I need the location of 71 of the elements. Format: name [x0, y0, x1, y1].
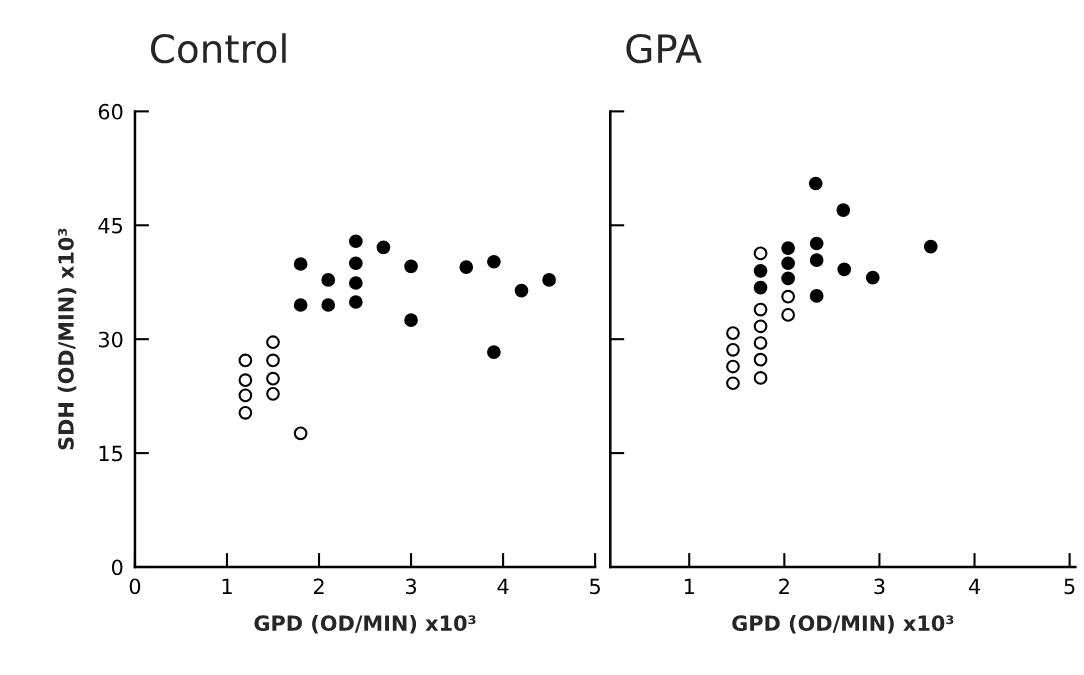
x-tick-label: 1: [684, 578, 694, 594]
y-tick-label: 45: [98, 218, 123, 234]
point: [293, 298, 308, 312]
point: [238, 373, 253, 388]
point: [542, 273, 556, 287]
point: [238, 388, 253, 403]
point: [809, 289, 824, 303]
point: [753, 280, 768, 295]
point: [753, 352, 768, 367]
point: [514, 283, 529, 298]
x-axis-title: GPD (OD/MIN) x10³: [732, 614, 954, 634]
y-tick-label: 30: [98, 331, 123, 348]
point: [726, 376, 740, 391]
x-tick-label: 2: [779, 578, 789, 594]
y-tick-label: 0: [111, 559, 123, 576]
point: [348, 295, 363, 309]
chart-title: Control: [150, 33, 286, 64]
point: [376, 240, 391, 255]
point: [865, 270, 880, 285]
point: [753, 246, 768, 261]
point: [348, 234, 363, 249]
x-tick-label: 3: [406, 578, 417, 595]
point: [753, 336, 768, 350]
point: [238, 353, 253, 368]
point: [321, 298, 336, 312]
point: [809, 253, 824, 268]
x-axis-title: GPD (OD/MIN) x10³: [254, 614, 476, 634]
point: [266, 387, 280, 401]
point: [293, 426, 308, 441]
x-tick-label: 4: [968, 578, 980, 594]
point: [266, 335, 280, 350]
point: [809, 236, 824, 251]
point: [726, 342, 740, 357]
point: [753, 371, 768, 385]
x-tick-label: 2: [313, 578, 324, 594]
point: [404, 313, 418, 328]
x-tick-label: 4: [497, 578, 509, 594]
point: [266, 371, 280, 386]
y-axis-title: SDH (OD/MIN) x10³: [57, 228, 77, 450]
x-tick-label: 3: [874, 578, 885, 595]
x-tick-label: 5: [1064, 578, 1075, 595]
point: [753, 263, 768, 278]
point: [781, 256, 795, 271]
point: [238, 406, 253, 420]
point: [348, 256, 363, 271]
point: [923, 239, 938, 254]
point: [348, 276, 363, 290]
point: [781, 241, 795, 255]
x-tick-label: 1: [222, 578, 232, 594]
point: [321, 273, 336, 287]
point: [266, 353, 280, 368]
y-tick-label: 60: [98, 103, 123, 120]
point: [487, 345, 501, 359]
point: [404, 259, 418, 274]
point: [837, 262, 852, 277]
point: [781, 289, 795, 304]
x-tick-label: 5: [590, 578, 600, 595]
chart-title: GPA: [626, 33, 702, 64]
point: [836, 203, 851, 217]
point: [487, 254, 501, 269]
point: [753, 319, 768, 334]
point: [753, 302, 768, 317]
y-tick-label: 15: [99, 445, 123, 462]
point: [781, 271, 795, 286]
point: [781, 308, 795, 322]
x-tick-label: 0: [129, 578, 141, 595]
point: [808, 176, 823, 191]
point: [459, 260, 474, 274]
point: [726, 326, 740, 340]
point: [293, 257, 308, 271]
point: [726, 359, 740, 374]
